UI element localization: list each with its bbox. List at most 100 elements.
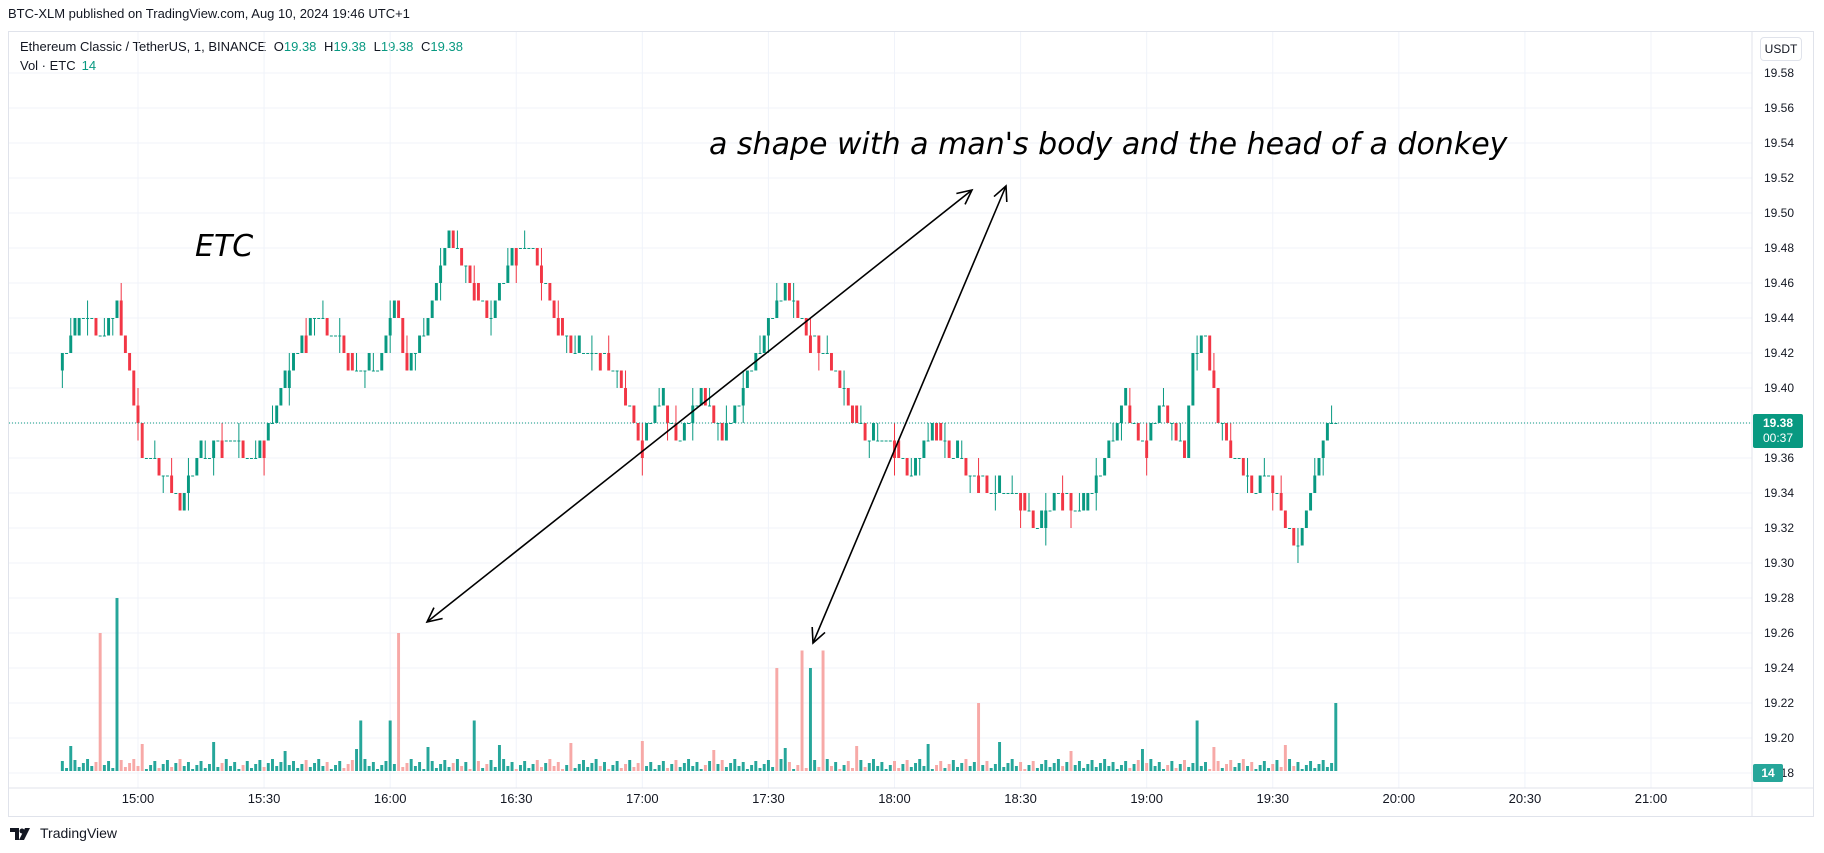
volume-bar — [527, 768, 531, 771]
volume-bar — [1086, 764, 1090, 771]
candle-body — [1208, 335, 1212, 371]
candle-body — [346, 353, 350, 371]
candle-body — [350, 353, 354, 371]
footer-brand[interactable]: TradingView — [10, 825, 117, 841]
volume-bar — [1321, 760, 1325, 771]
candle-body — [481, 300, 485, 302]
volume-bar — [476, 761, 480, 771]
candle-body — [947, 440, 951, 458]
candle-body — [388, 318, 392, 336]
volume-bar — [792, 769, 796, 771]
volume-bar — [619, 768, 623, 771]
candle-body — [1330, 423, 1334, 424]
candle-body — [283, 370, 287, 388]
candle-body — [775, 300, 779, 318]
volume-bar — [834, 762, 838, 771]
volume-bar — [1262, 761, 1266, 771]
candle-body — [119, 300, 123, 336]
volume-bar — [161, 764, 165, 771]
volume-bar — [909, 767, 913, 771]
volume-bar — [128, 763, 132, 771]
volume-bar — [216, 767, 220, 771]
candle-body — [128, 353, 132, 371]
volume-bar — [893, 761, 896, 771]
volume-bar — [464, 762, 468, 771]
candle-body — [476, 283, 480, 301]
currency-button[interactable]: USDT — [1760, 37, 1802, 61]
volume-bar — [859, 760, 863, 771]
volume-bar — [624, 764, 627, 771]
candle-body — [1006, 493, 1010, 494]
candle-body — [1069, 493, 1073, 511]
volume-bar — [409, 759, 413, 771]
candle-body — [313, 318, 316, 319]
volume-label[interactable]: Vol · ETC — [20, 58, 76, 73]
volume-bar — [708, 761, 712, 771]
candle-body — [418, 335, 422, 353]
volume-bar — [90, 766, 94, 771]
candle-body — [951, 458, 955, 459]
volume-bar — [539, 767, 543, 771]
candle-body — [1031, 510, 1035, 528]
candle-body — [821, 353, 825, 354]
candle-body — [170, 475, 174, 493]
volume-bar — [783, 748, 787, 771]
candle-body — [1090, 493, 1094, 494]
candle-body — [506, 265, 510, 283]
candle-body — [598, 353, 602, 371]
volume-bar — [447, 767, 451, 771]
volume-bar — [380, 765, 384, 771]
volume-bar — [1250, 762, 1254, 771]
volume-bar — [842, 765, 846, 771]
candle-body — [430, 300, 434, 318]
volume-bar — [531, 764, 535, 771]
price-tick-label: 19.58 — [1764, 66, 1794, 80]
low-label: L — [373, 39, 381, 54]
volume-bar — [1119, 765, 1123, 771]
candle-body — [1292, 528, 1296, 546]
candle-body — [401, 318, 405, 353]
volume-bar — [674, 760, 678, 771]
volume-bar — [561, 769, 564, 771]
symbol-title[interactable]: Ethereum Classic / TetherUS, 1, BINANCE — [20, 39, 267, 54]
candle-body — [325, 318, 329, 336]
volume-bar — [699, 769, 703, 771]
candle-body — [254, 458, 258, 459]
candle-body — [1149, 423, 1153, 441]
candle-body — [918, 458, 922, 459]
volume-bar — [552, 766, 556, 771]
candle-body — [1014, 493, 1018, 494]
volume-bar — [1225, 764, 1228, 771]
candle-body — [1052, 493, 1056, 511]
volume-bar — [338, 761, 342, 771]
close-value: 19.38 — [430, 39, 463, 54]
volume-bar — [401, 767, 405, 771]
volume-bar — [796, 765, 800, 771]
volume-bar — [1140, 749, 1144, 771]
candle-body — [834, 370, 838, 372]
volume-bar — [304, 760, 308, 771]
volume-bar — [888, 765, 892, 771]
symbol-legend: Ethereum Classic / TetherUS, 1, BINANCE … — [20, 39, 463, 54]
volume-bar — [1334, 703, 1338, 771]
price-tick-label: 19.20 — [1764, 731, 1794, 745]
candle-body — [292, 353, 295, 371]
price-tick-label: 19.30 — [1764, 556, 1794, 570]
candle-body — [1204, 335, 1207, 337]
volume-bar — [977, 703, 981, 771]
volume-bar — [510, 762, 514, 771]
volume-bar — [1313, 768, 1317, 771]
volume-bar — [1082, 768, 1086, 771]
volume-bar — [212, 742, 216, 771]
volume-bar — [872, 759, 875, 771]
candle-body — [77, 318, 81, 336]
volume-bar — [98, 633, 102, 771]
candle-body — [1283, 510, 1287, 528]
candle-body — [1271, 475, 1275, 493]
volume-bar — [1157, 762, 1161, 771]
volume-bar — [439, 764, 443, 771]
chart-frame — [8, 31, 1814, 817]
candle-body — [750, 370, 754, 372]
volume-bar — [350, 760, 354, 771]
